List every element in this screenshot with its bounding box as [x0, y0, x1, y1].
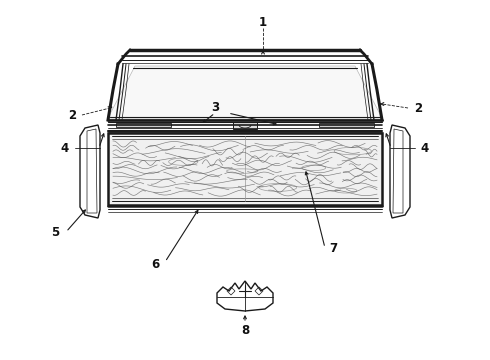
Text: 5: 5 — [51, 225, 59, 239]
Bar — [108, 133, 382, 205]
Polygon shape — [108, 66, 382, 118]
Text: 2: 2 — [68, 108, 76, 122]
Text: 8: 8 — [241, 324, 249, 337]
Bar — [319, 123, 374, 127]
Text: 2: 2 — [414, 102, 422, 114]
Text: 6: 6 — [151, 258, 159, 271]
Text: 4: 4 — [421, 141, 429, 154]
Bar — [116, 123, 171, 127]
Text: 4: 4 — [61, 141, 69, 154]
Text: 3: 3 — [211, 100, 219, 113]
Bar — [233, 122, 257, 129]
Text: 1: 1 — [259, 15, 267, 28]
Text: 7: 7 — [329, 242, 337, 255]
